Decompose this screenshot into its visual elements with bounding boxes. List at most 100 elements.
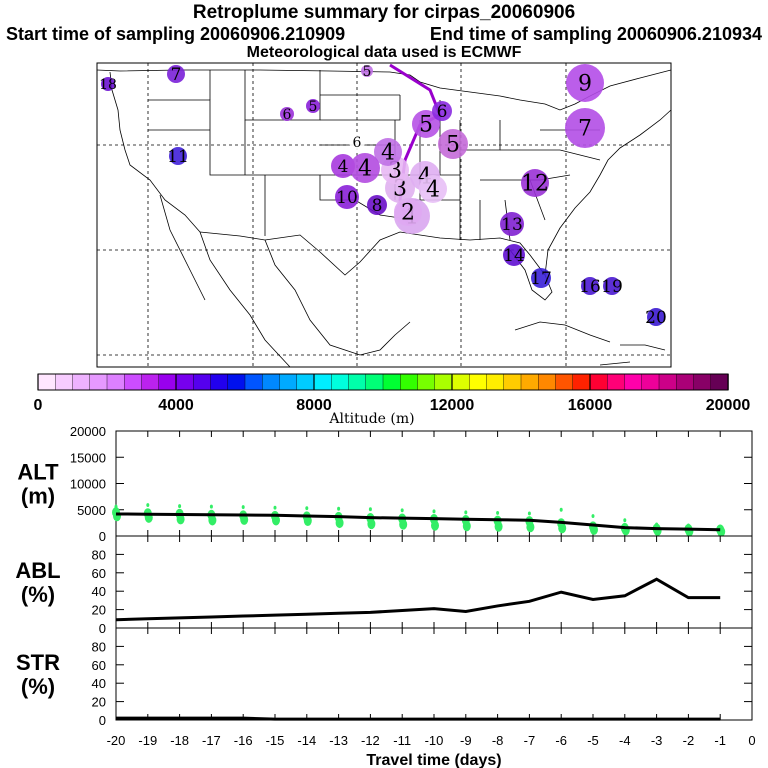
abl-series-line bbox=[115, 577, 721, 622]
x-tick-label: -8 bbox=[492, 733, 504, 748]
y-tick-label: 60 bbox=[92, 658, 106, 673]
plume-day-label: 8 bbox=[372, 196, 383, 216]
y-tick-label: 20 bbox=[92, 695, 106, 710]
colorbar-cell bbox=[106, 373, 125, 391]
panel-frame bbox=[115, 627, 753, 721]
colorbar-cell bbox=[296, 373, 315, 391]
panel-ylabel: (m) bbox=[21, 484, 55, 509]
plume-marker bbox=[565, 108, 605, 148]
colorbar-tick-label: 8000 bbox=[296, 397, 332, 414]
colorbar-tick-label: 0 bbox=[34, 397, 43, 414]
colorbar-cell bbox=[279, 373, 298, 391]
plume-day-label: 16 bbox=[579, 277, 601, 297]
colorbar-cell bbox=[417, 373, 436, 391]
plume-marker bbox=[394, 198, 422, 226]
alt-scatter-point bbox=[400, 508, 404, 513]
panel-ylabel: ALT bbox=[17, 460, 59, 485]
colorbar-label: Altitude (m) bbox=[328, 411, 414, 427]
plume-marker bbox=[566, 64, 604, 102]
x-tick-label: -20 bbox=[107, 733, 126, 748]
plume-day-label: 10 bbox=[336, 188, 358, 208]
map-gridlines bbox=[97, 63, 671, 367]
plume-point: 6 bbox=[349, 134, 365, 151]
alt-scatter-point bbox=[685, 526, 694, 537]
x-tick-label: -13 bbox=[329, 733, 348, 748]
plume-point: 4 bbox=[350, 153, 380, 183]
colorbar-cell bbox=[331, 373, 350, 391]
alt-scatter-point bbox=[146, 503, 150, 507]
plume-point: 9 bbox=[566, 64, 604, 102]
plume-day-label: 17 bbox=[530, 269, 552, 289]
plume-point: 17 bbox=[530, 268, 552, 289]
altitude-colorbar: 0 4000 8000 12000 16000 20000 Altitude (m) bbox=[34, 373, 750, 427]
colorbar-cell bbox=[589, 373, 608, 391]
y-tick-label: 0 bbox=[99, 713, 106, 728]
x-tick-label: -12 bbox=[361, 733, 380, 748]
x-tick-label: -4 bbox=[619, 733, 631, 748]
colorbar-cell bbox=[37, 373, 56, 391]
plume-day-label: 14 bbox=[503, 246, 525, 266]
alt-scatter-point bbox=[305, 506, 309, 511]
plume-day-label: 18 bbox=[99, 77, 117, 93]
colorbar-cell bbox=[193, 373, 212, 391]
alt-scatter-point bbox=[623, 518, 627, 523]
plume-point: 12 bbox=[521, 169, 549, 197]
alt-scatter-point bbox=[335, 517, 344, 529]
alt-scatter-point bbox=[208, 515, 217, 526]
plume-day-label: 7 bbox=[578, 117, 592, 142]
alt-panel: 0 5000 10000 15000 20000 ALT(m) bbox=[17, 424, 753, 544]
colorbar-tick-label: 16000 bbox=[568, 397, 613, 414]
plume-marker bbox=[331, 154, 355, 178]
alt-series-line bbox=[115, 512, 721, 532]
alt-scatter-point bbox=[527, 511, 531, 516]
alt-scatter-point bbox=[717, 526, 726, 537]
x-tick-label: -11 bbox=[393, 733, 411, 748]
plume-point: 5 bbox=[306, 99, 320, 115]
plume-point: 4 bbox=[419, 175, 447, 203]
met-data-note: Meteorological data used is ECMWF bbox=[246, 44, 522, 61]
colorbar-cell bbox=[262, 373, 281, 391]
plume-day-label: 4 bbox=[381, 141, 395, 166]
panel-ylabel: (%) bbox=[21, 582, 55, 607]
alt-scatter-point bbox=[431, 520, 439, 531]
str-panel: 0 20 40 60 80 STR(%) bbox=[16, 627, 753, 728]
colorbar-cell bbox=[503, 373, 522, 391]
colorbar-cell bbox=[55, 373, 74, 391]
alt-scatter-point bbox=[655, 522, 659, 527]
plume-day-label: 20 bbox=[645, 308, 667, 328]
plume-point: 5 bbox=[412, 110, 440, 138]
plume-marker bbox=[101, 77, 115, 91]
plume-day-label: 6 bbox=[283, 107, 292, 123]
alt-scatter-point bbox=[432, 509, 436, 514]
chart-title: Retroplume summary for cirpas_20060906 bbox=[192, 2, 576, 23]
plume-point: 10 bbox=[335, 185, 359, 209]
plume-point: 7 bbox=[565, 108, 605, 148]
colorbar-cell bbox=[72, 373, 91, 391]
plume-day-label: 7 bbox=[171, 65, 182, 85]
plume-marker bbox=[419, 175, 447, 203]
colorbar-tick-label: 4000 bbox=[158, 397, 194, 414]
plume-day-label: 5 bbox=[446, 133, 460, 158]
plume-day-label: 5 bbox=[363, 64, 372, 80]
plume-marker bbox=[367, 195, 387, 215]
plume-point: 20 bbox=[645, 308, 667, 328]
alt-scatter-point bbox=[367, 518, 376, 530]
plume-point: 5 bbox=[361, 64, 373, 80]
colorbar-cell bbox=[244, 373, 263, 391]
alt-scatter-point bbox=[464, 510, 468, 515]
time-series-panels: 05000100001500020000ALT(m)020406080ABL(%… bbox=[15, 424, 755, 768]
x-tick-label: -7 bbox=[524, 733, 536, 748]
colorbar-cell bbox=[348, 373, 367, 391]
plume-marker bbox=[503, 244, 525, 266]
alt-scatter-point bbox=[337, 506, 341, 511]
plume-day-label: 13 bbox=[501, 215, 523, 235]
plume-day-label: 9 bbox=[578, 72, 592, 97]
alt-scatter-point bbox=[462, 520, 471, 532]
colorbar-cell bbox=[89, 373, 108, 391]
plume-marker bbox=[169, 147, 187, 165]
alt-scatter-point bbox=[176, 514, 185, 525]
alt-scatter-point bbox=[368, 507, 372, 512]
y-tick-label: 10000 bbox=[70, 477, 106, 492]
colorbar-cell bbox=[710, 373, 729, 391]
